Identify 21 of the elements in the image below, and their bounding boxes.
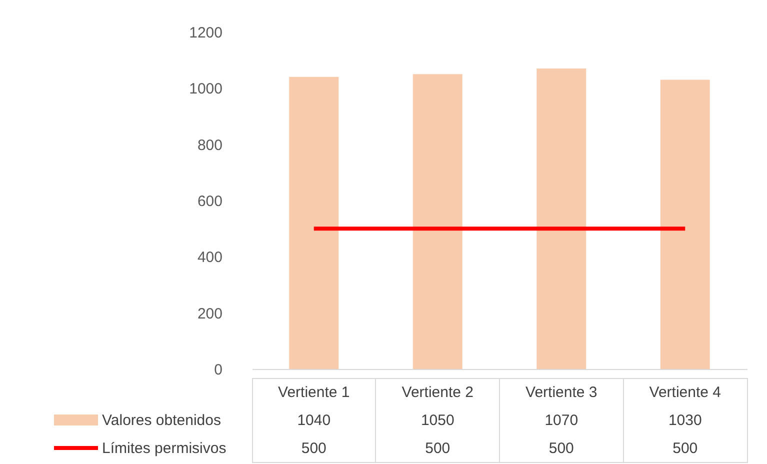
- y-tick-label: 1000: [189, 80, 222, 98]
- data-label: 500: [301, 440, 326, 457]
- data-label: 1050: [420, 412, 454, 429]
- x-tick-label: Vertiente 3: [526, 384, 598, 401]
- legend-label: Límites permisivos: [102, 440, 226, 457]
- y-tick-label: 400: [197, 249, 222, 266]
- data-label: 500: [548, 440, 574, 457]
- data-label: 500: [425, 440, 450, 457]
- x-tick-label: Vertiente 1: [278, 384, 350, 401]
- y-tick-label: 0: [214, 362, 222, 378]
- data-label: 500: [672, 440, 698, 457]
- x-tick-label: Vertiente 2: [402, 384, 474, 401]
- y-tick-label: 200: [197, 305, 222, 322]
- y-tick-label: 800: [197, 136, 222, 154]
- x-tick-label: Vertiente 4: [649, 384, 721, 401]
- data-label: 1040: [297, 412, 331, 429]
- legend-label: Valores obtenidos: [102, 412, 221, 429]
- data-label: 1030: [668, 412, 702, 429]
- data-label: 1070: [544, 412, 578, 429]
- y-tick-label: 1200: [189, 24, 222, 42]
- y-tick-label: 600: [197, 193, 222, 210]
